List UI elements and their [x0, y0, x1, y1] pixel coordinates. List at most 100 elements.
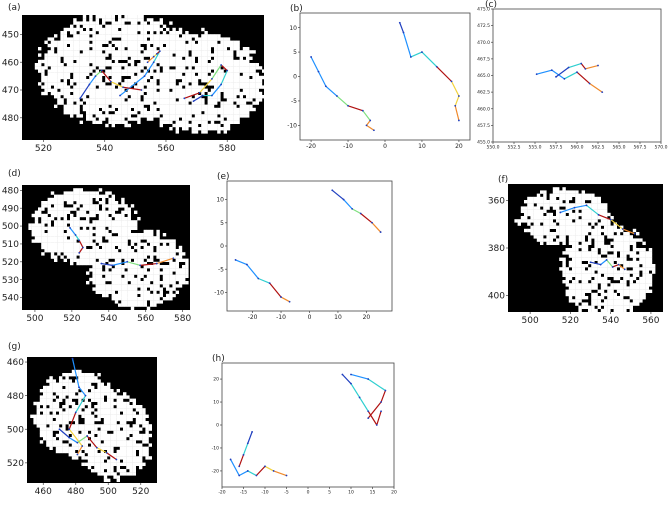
mask-cell — [162, 53, 167, 57]
mask-cell — [59, 417, 63, 422]
mask-cell — [600, 302, 605, 306]
mask-cell — [111, 50, 115, 54]
mask-cell — [207, 98, 211, 102]
mask-cell — [121, 229, 125, 234]
mask-cell — [191, 111, 195, 115]
mask-cell — [137, 284, 141, 288]
mask-cell — [57, 233, 61, 237]
mask-cell — [118, 69, 122, 73]
mask-cell — [629, 283, 633, 287]
mask-cell — [137, 236, 141, 240]
mask-cell — [533, 196, 537, 201]
mask-cell — [47, 79, 51, 83]
mask-cell — [130, 47, 135, 51]
mask-cell — [70, 40, 74, 44]
mask-cell — [230, 91, 234, 96]
mask-cell — [146, 27, 151, 32]
mask-cell — [182, 59, 186, 64]
mask-cell — [620, 267, 624, 271]
mask-cell — [191, 130, 195, 134]
mask-cell — [124, 239, 128, 243]
mask-cell — [134, 284, 138, 288]
mask-cell — [110, 472, 114, 476]
mask-cell — [95, 236, 99, 240]
mask-cell — [642, 248, 646, 252]
mask-cell — [146, 229, 151, 234]
mask-cell — [204, 31, 208, 35]
mask-cell — [159, 287, 163, 291]
mask-cell — [118, 242, 122, 246]
mask-cell — [175, 117, 179, 121]
mask-cell — [204, 63, 208, 67]
mask-cell — [137, 50, 141, 54]
mask-cell — [47, 210, 51, 214]
mask-cell — [255, 75, 259, 80]
mask-cell — [632, 238, 637, 242]
mask-cell — [169, 242, 173, 246]
mask-cell — [137, 63, 141, 67]
mask-cell — [87, 376, 92, 380]
mask-cell — [166, 281, 170, 285]
mask-cell — [111, 114, 115, 118]
mask-cell — [71, 411, 76, 415]
mask-cell — [70, 79, 74, 83]
mask-cell — [156, 255, 160, 259]
mask-cell — [108, 284, 112, 288]
mask-cell — [98, 249, 103, 253]
mask-cell — [223, 37, 227, 41]
mask-cell — [172, 114, 176, 118]
mask-cell — [230, 111, 234, 115]
mask-cell — [70, 31, 74, 35]
mask-cell — [73, 34, 77, 38]
mask-cell — [66, 40, 71, 44]
mask-cell — [613, 308, 617, 313]
mask-cell — [588, 209, 592, 213]
mask-cell — [182, 91, 186, 96]
mask-cell — [581, 286, 585, 290]
mask-cell — [108, 236, 112, 240]
mask-cell — [572, 251, 576, 255]
mask-cell — [62, 433, 66, 438]
mask-cell — [604, 248, 608, 252]
trajectory-point — [74, 411, 77, 414]
mask-cell — [82, 24, 87, 28]
mask-cell — [76, 40, 80, 44]
mask-cell — [66, 191, 71, 195]
mask-cell — [36, 417, 40, 422]
mask-cell — [55, 427, 60, 431]
mask-cell — [143, 268, 147, 272]
mask-cell — [600, 212, 605, 217]
mask-cell — [210, 111, 215, 115]
mask-cell — [57, 210, 61, 214]
trajectory-segment — [88, 75, 97, 86]
mask-cell — [126, 395, 130, 399]
mask-cell — [119, 395, 124, 399]
mask-cell — [70, 226, 74, 230]
mask-cell — [642, 286, 646, 290]
mask-cell — [135, 433, 140, 438]
mask-cell — [616, 264, 621, 268]
mask-cell — [130, 27, 135, 32]
mask-cell — [134, 303, 138, 307]
mask-cell — [568, 225, 573, 229]
mask-cell — [60, 233, 64, 237]
mask-cell — [73, 236, 77, 240]
mask-cell — [148, 456, 152, 460]
mask-cell — [118, 258, 122, 262]
y-tick-label: 10 — [216, 197, 224, 204]
mask-cell — [194, 104, 199, 108]
mask-cell — [572, 216, 576, 220]
mask-cell — [57, 98, 61, 102]
mask-cell — [60, 194, 64, 198]
mask-cell — [66, 63, 71, 67]
mask-cell — [172, 123, 176, 128]
mask-cell — [217, 63, 221, 67]
mask-cell — [620, 302, 624, 306]
mask-cell — [124, 210, 128, 214]
mask-cell — [600, 238, 605, 242]
mask-cell — [116, 433, 120, 438]
y-tick-label: 500 — [7, 425, 24, 435]
mask-cell — [169, 239, 173, 243]
mask-cell — [95, 47, 99, 51]
mask-cell — [54, 236, 58, 240]
